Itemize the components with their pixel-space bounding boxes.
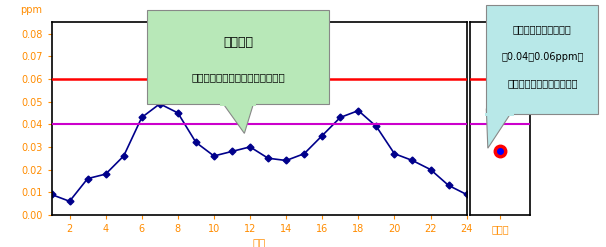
Text: ppm: ppm — [21, 4, 42, 15]
X-axis label: 時間: 時間 — [253, 240, 265, 247]
Text: ゾーン内またはそれ以下）: ゾーン内またはそれ以下） — [507, 78, 578, 88]
Text: （0.04～0.06ppmの: （0.04～0.06ppmの — [501, 52, 584, 62]
Text: （環境基準は設定されていない）: （環境基準は設定されていない） — [191, 72, 285, 82]
Text: １時間値: １時間値 — [223, 36, 253, 49]
Text: １時間値の一日平均値: １時間値の一日平均値 — [513, 24, 571, 34]
